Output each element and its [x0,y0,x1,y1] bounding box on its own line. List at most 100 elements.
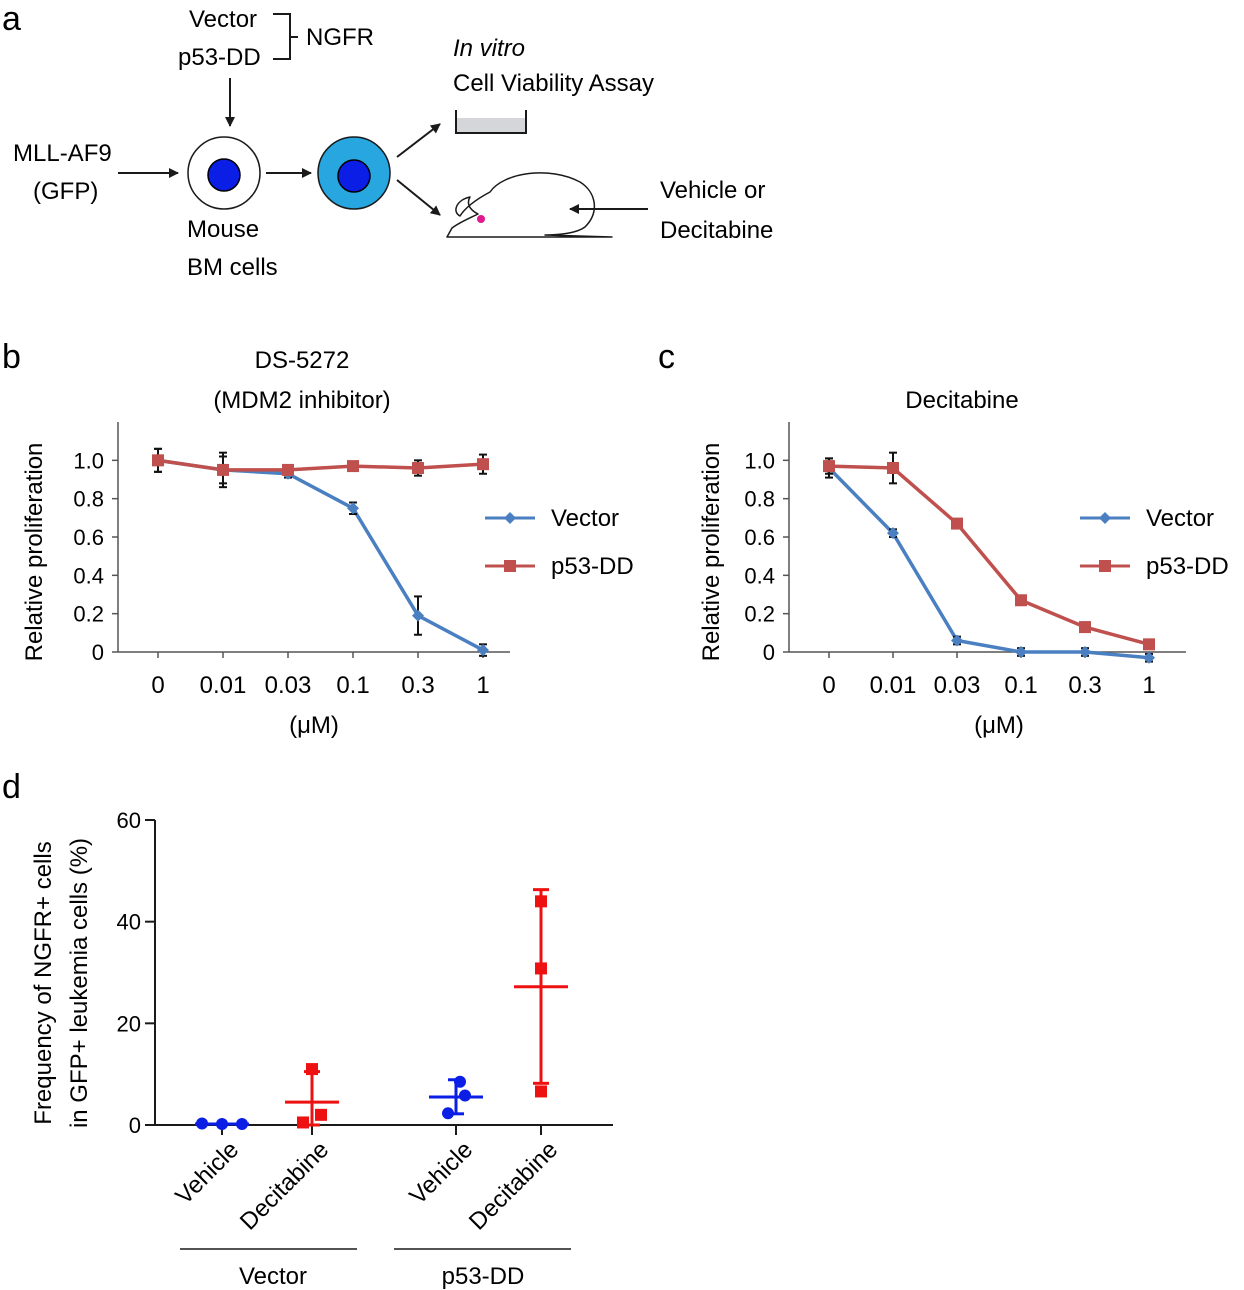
panel-c: c Decitabine Relative proliferation 0 0.2… [658,338,1229,739]
group-label-vector: Vector [239,1263,307,1290]
y-tick-label: 1.0 [744,448,775,473]
legend-marker-vector [504,512,516,524]
x-tick-label: 1 [476,672,489,699]
data-point [477,458,489,471]
x-tick-label: 0 [822,672,835,699]
chart-c-ylabel: Relative proliferation [698,443,725,662]
decitabine-label: Decitabine [660,217,773,244]
y-tick-label: 0.4 [744,563,775,588]
mouse-icon [446,172,613,238]
data-point [1143,651,1155,664]
panel-b-label: b [2,338,21,376]
chart-b-subtitle: (MDM2 inhibitor) [213,387,390,414]
data-point [951,517,963,530]
panel-d: d Frequency of NGFR+ cells in GFP+ leuke… [2,768,613,1290]
series-line-p53-DD [828,464,1150,647]
nucleus-icon [207,158,241,192]
data-point [412,609,424,622]
dish-liquid [456,118,526,133]
group-label-p53dd: p53-DD [442,1263,525,1290]
chart-b-legend: Vector p53-DD [485,505,634,580]
legend-label-p53dd: p53-DD [551,553,634,580]
x-tick-label: 0.1 [336,672,369,699]
legend-marker-p53dd [504,560,516,572]
data-point [306,1063,318,1076]
chart-b-x-ticks: 0 0.01 0.03 0.1 0.3 1 [151,652,490,699]
panel-a: a Vector p53-DD NGFR MLL-AF9 (GFP) Mouse… [2,0,773,281]
data-point [347,460,359,473]
in-vitro-label: In vitro [453,35,525,62]
data-point [442,1107,454,1120]
data-point [951,634,963,647]
chart-b-y-ticks: 0 0.2 0.4 0.6 0.8 1.0 [73,448,118,665]
x-tick-label: Vehicle [404,1136,478,1210]
chart-c-y-ticks: 0 0.2 0.4 0.6 0.8 1.0 [744,448,789,665]
data-point [217,463,229,476]
data-point [1143,638,1155,651]
vehicle-or-label: Vehicle or [660,177,765,204]
assay-label: Cell Viability Assay [453,70,654,97]
y-tick-label: 0.2 [73,602,104,627]
dish-icon [455,110,527,134]
panel-b: b DS-5272 (MDM2 inhibitor) Relative prol… [2,338,634,739]
chart-d-ylabel-line1: Frequency of NGFR+ cells [30,841,57,1124]
ngfr-bracket [273,13,298,60]
arrow-down-right-icon [396,179,441,216]
vector-label: Vector [189,6,257,33]
mllaf9-label: MLL-AF9 [13,140,112,167]
p53dd-label: p53-DD [178,44,261,71]
data-point [454,1075,466,1088]
data-point [196,1117,208,1130]
chart-d-y-ticks: 0 20 40 60 [117,808,155,1138]
x-tick-label: 0.01 [870,672,917,699]
y-tick-label: 0.2 [744,602,775,627]
data-point [412,462,424,474]
data-point [1079,621,1091,634]
y-tick-label: 60 [117,808,141,833]
y-tick-label: 0 [92,640,104,665]
legend-marker-p53dd [1099,560,1111,572]
data-point [1079,646,1091,658]
chart-d-series [195,888,568,1130]
x-tick-label: 1 [1142,672,1155,699]
legend-label-vector: Vector [1146,505,1214,532]
y-tick-label: 20 [117,1011,141,1036]
data-point [282,463,294,476]
y-tick-label: 40 [117,910,141,935]
series-line-Vector [157,458,484,652]
gfp-label: (GFP) [33,178,98,205]
data-point [535,962,547,975]
data-point [216,1117,228,1130]
data-point [236,1117,248,1130]
x-tick-label: Decitabine [464,1136,563,1235]
data-point [823,460,835,473]
data-point [152,454,164,467]
chart-b-ylabel: Relative proliferation [21,443,48,662]
chart-c-title: Decitabine [905,387,1018,414]
data-point [347,502,359,515]
y-tick-label: 0.6 [73,525,104,550]
x-tick-label: 0.01 [200,672,247,699]
panel-a-label: a [2,0,21,38]
data-point [535,1085,547,1098]
y-tick-label: 1.0 [73,448,104,473]
x-tick-label: Decitabine [235,1136,334,1235]
chart-c-legend: Vector p53-DD [1080,505,1229,580]
chart-b-title: DS-5272 [255,347,350,374]
chart-b-xlabel: (μM) [289,712,339,739]
panel-c-label: c [658,338,675,376]
chart-c-x-ticks: 0 0.01 0.03 0.1 0.3 1 [822,652,1156,699]
x-tick-label: 0.3 [1068,672,1101,699]
tumor-dot-icon [477,215,485,223]
x-tick-label: 0.03 [265,672,312,699]
mouse-label: Mouse [187,216,259,243]
data-point [297,1116,309,1129]
y-tick-label: 0 [763,640,775,665]
arrow-up-right-icon [396,123,441,158]
x-tick-label: 0.1 [1004,672,1037,699]
legend-label-p53dd: p53-DD [1146,553,1229,580]
panel-d-label: d [2,768,21,806]
data-point [535,895,547,908]
